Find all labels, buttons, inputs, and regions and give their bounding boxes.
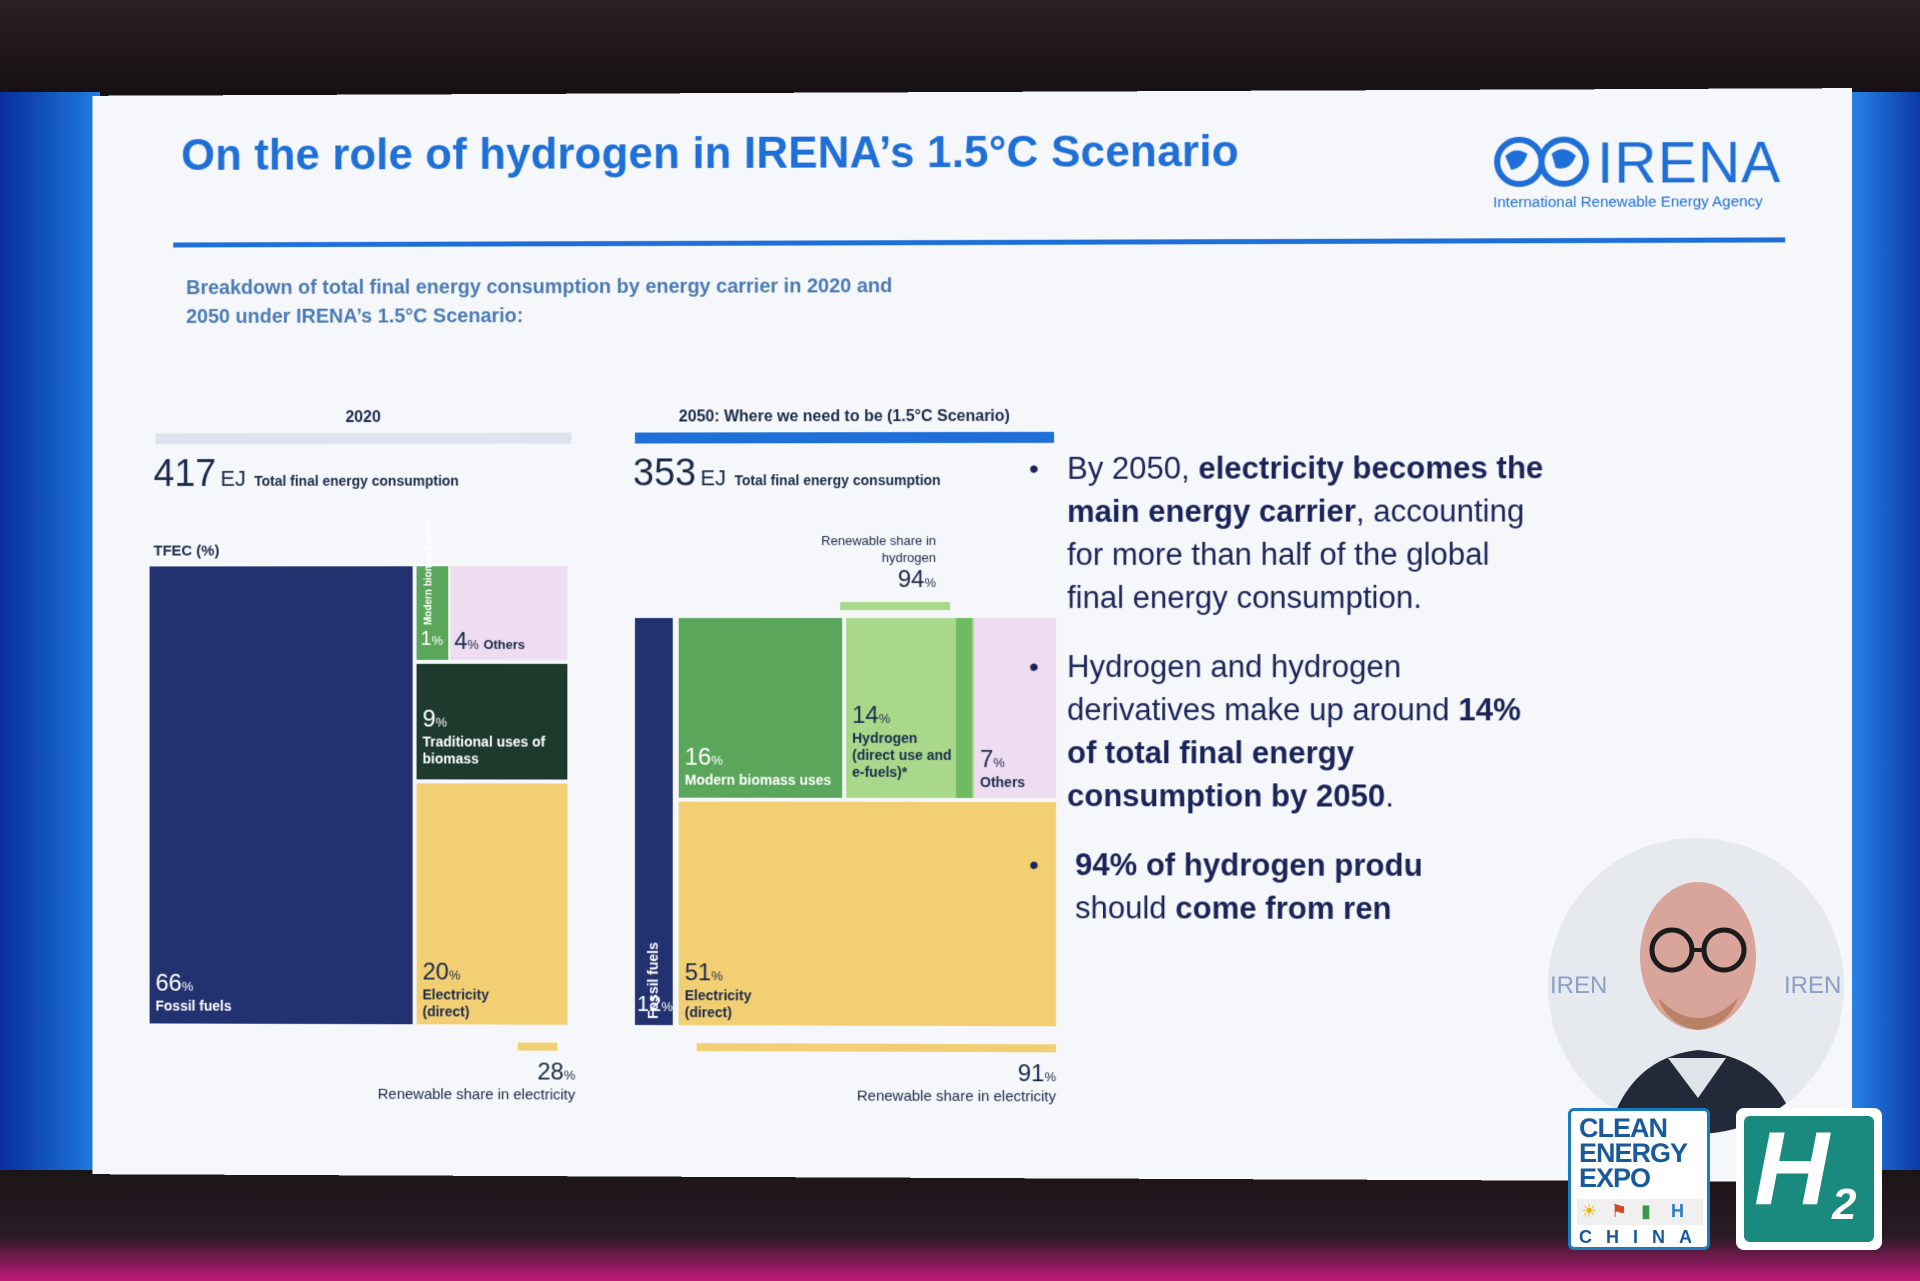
renewable-share-2020-value: 28	[537, 1058, 564, 1086]
tfec-axis-label: TFEC (%)	[153, 542, 220, 560]
total-unit: EJ	[220, 465, 246, 491]
chart-2020-total: 417 EJ Total final energy consumption	[154, 453, 459, 496]
h2-letter: H	[1754, 1111, 1830, 1227]
expo-title: CLEAN ENERGY EXPO	[1579, 1113, 1688, 1193]
led-wall-left	[0, 92, 100, 1170]
value-hydrogen-2050: 14	[852, 701, 879, 729]
total-label: Total final energy consumption	[254, 472, 459, 489]
renewable-bracket-2050	[696, 1043, 1057, 1053]
name-others-2050: Others	[979, 774, 1026, 791]
renewable-share-2020-caption: Renewable share in electricity	[377, 1085, 576, 1104]
total-value: 353	[632, 452, 697, 495]
label-electricity-2050: 51% Electricity (direct)	[685, 959, 775, 1021]
label-modern-biomass-2050: 16% Modern biomass uses	[684, 743, 832, 788]
renewable-bracket-2020	[517, 1042, 558, 1051]
bullet-3-continued: should come from ren	[1075, 890, 1392, 926]
label-modern-biomass-2020-vertical: Modern biomass uses	[421, 520, 447, 629]
slide-title: On the role of hydrogen in IRENA’s 1.5°C…	[181, 126, 1239, 180]
irena-logo: IRENA International Renewable Energy Age…	[1493, 130, 1796, 225]
h2-badge-inner: H 2	[1744, 1111, 1874, 1242]
value-others-2050: 7	[979, 746, 994, 774]
value-fossil-2050: 12	[636, 991, 662, 1017]
projection-screen: On the role of hydrogen in IRENA’s 1.5°C…	[92, 88, 1853, 1182]
name-fossil-2020: Fossil fuels	[155, 997, 232, 1014]
h2-badge: H 2	[1736, 1108, 1882, 1250]
globe-rings-icon	[1493, 133, 1594, 190]
segment-hydrogen-strip-2050	[956, 617, 972, 799]
name-others-2020: Others	[483, 636, 525, 652]
hydrogen-share-value: 94	[897, 566, 925, 594]
hydrogen-bracket	[840, 602, 951, 611]
name-electricity-2020: Electricity (direct)	[422, 986, 489, 1020]
name-modern-biomass-2050: Modern biomass uses	[684, 771, 832, 788]
renewable-share-2050-caption: Renewable share in electricity	[856, 1087, 1057, 1106]
speaker-bg-text-left: IREN	[1550, 972, 1608, 999]
value-others-2020: 4	[454, 628, 468, 655]
value-modern-biomass-2050: 16	[684, 743, 712, 771]
logo-wordmark: IRENA	[1597, 129, 1782, 196]
bullet-dot-icon: •	[1029, 849, 1039, 881]
chart-2020-title: 2020	[345, 409, 381, 427]
battery-icon: ▮	[1641, 1201, 1651, 1221]
logo-tagline: International Renewable Energy Agency	[1493, 193, 1763, 212]
bullet-2: • Hydrogen and hydrogen derivatives make…	[1021, 645, 1544, 818]
renewable-share-2050: 91% Renewable share in electricity	[776, 1059, 1056, 1105]
bullet-1: • By 2050, electricity becomes the main …	[1021, 446, 1544, 619]
chart-2020-band	[155, 432, 572, 445]
label-traditional-2020: 9% Traditional uses of biomass	[423, 706, 552, 768]
pct-sign: %	[181, 978, 194, 994]
h2-subscript: 2	[1832, 1180, 1857, 1229]
label-hydrogen-2050: 14% Hydrogen (direct use and e-fuels)*	[852, 701, 952, 780]
bullet-dot-icon: •	[1029, 651, 1039, 683]
chart-subtitle: Breakdown of total final energy consumpt…	[186, 275, 893, 328]
expo-icon-strip: ☀ ⚑ ▮ H	[1577, 1199, 1703, 1225]
sun-icon: ☀	[1581, 1201, 1598, 1221]
bullet-3: • 94% of hydrogen produ	[1021, 843, 1544, 887]
renewable-share-hydrogen: Renewable share in hydrogen 94%	[816, 532, 936, 594]
label-electricity-2020: 20% Electricity (direct)	[423, 959, 512, 1021]
name-traditional-2020: Traditional uses of biomass	[422, 733, 546, 767]
title-rule	[173, 237, 1786, 248]
name-modern-biomass-2020: Modern biomass uses	[423, 520, 435, 626]
expo-country: CHINA	[1579, 1227, 1706, 1247]
speaker-video: IREN IREN	[1548, 838, 1844, 1134]
chart-2050-band	[634, 431, 1055, 444]
chart-2050-title: 2050: Where we need to be (1.5°C Scenari…	[678, 407, 1010, 426]
clean-energy-expo-badge: CLEAN ENERGY EXPO ☀ ⚑ ▮ H CHINA	[1568, 1108, 1710, 1250]
value-modern-biomass-2020: 1	[420, 628, 432, 650]
speaker-bg-text-right: IREN	[1784, 972, 1842, 999]
hydrogen-icon: H	[1671, 1201, 1684, 1221]
key-points: • By 2050, electricity becomes the main …	[1021, 446, 1544, 956]
name-hydrogen-2050: Hydrogen (direct use and e-fuels)*	[852, 729, 952, 780]
label-modern-biomass-2020-pct: 1%	[420, 628, 444, 650]
renewable-share-2050-value: 91	[1017, 1060, 1045, 1088]
total-unit: EJ	[700, 465, 727, 491]
renewable-share-2020: 28% Renewable share in electricity	[310, 1058, 576, 1104]
value-fossil-2020: 66	[155, 969, 182, 997]
bullet-dot-icon: •	[1029, 452, 1039, 484]
wind-icon: ⚑	[1611, 1201, 1628, 1221]
hydrogen-share-caption: Renewable share in hydrogen	[821, 533, 937, 566]
name-electricity-2050: Electricity (direct)	[684, 987, 752, 1021]
venue-top	[0, 0, 1920, 95]
label-others-2020: 4% Others	[454, 628, 525, 655]
label-fossil-2050-pct: 12%	[636, 991, 673, 1017]
value-electricity-2020: 20	[422, 958, 449, 986]
total-value: 417	[153, 453, 217, 495]
led-wall-right	[1840, 92, 1920, 1170]
segment-fossil-2020	[149, 566, 413, 1025]
value-traditional-2020: 9	[422, 705, 436, 733]
value-electricity-2050: 51	[684, 959, 712, 987]
label-others-2050: 7% Others	[979, 746, 1026, 791]
chart-2050-total: 353 EJ Total final energy consumption	[633, 452, 941, 495]
label-fossil-2020: 66% Fossil fuels	[156, 970, 232, 1015]
total-label: Total final energy consumption	[734, 472, 941, 489]
